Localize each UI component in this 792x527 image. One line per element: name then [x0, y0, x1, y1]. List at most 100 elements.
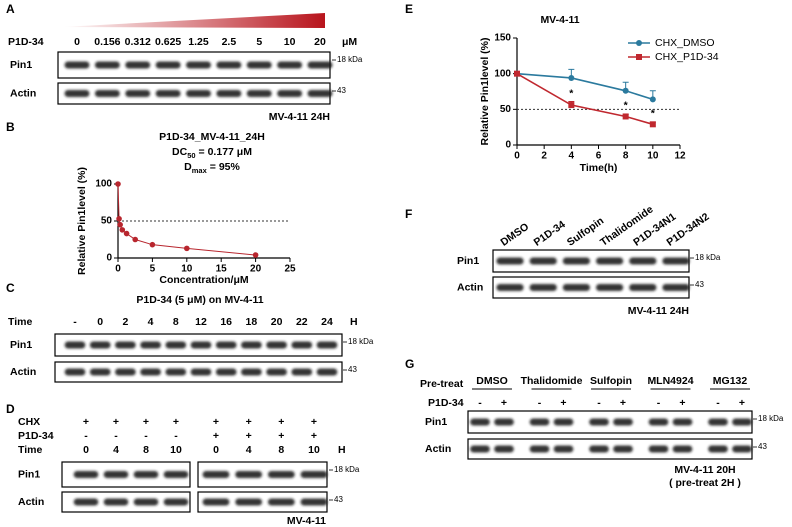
- chart-title: MV-4-11: [540, 14, 579, 26]
- x-tick-label: 20: [250, 264, 262, 275]
- band: [64, 368, 86, 376]
- data-point: [649, 96, 656, 103]
- panel-label: C: [6, 281, 15, 295]
- stat: Dmax = 95%: [184, 161, 240, 176]
- band: [202, 471, 230, 478]
- x-tick-label: 6: [596, 151, 602, 162]
- data-point: [568, 74, 575, 81]
- condition-value: +: [278, 416, 284, 428]
- fit-curve: [117, 183, 256, 256]
- caption: MV-4-11 24H: [269, 111, 330, 123]
- x-tick-label: 12: [674, 151, 686, 162]
- band: [125, 90, 151, 97]
- lane-label: 1.25: [188, 36, 209, 48]
- size-marker: 18 kDa: [337, 55, 363, 64]
- lane-label: DMSO: [498, 221, 531, 249]
- band: [266, 341, 287, 349]
- panel-label: G: [405, 357, 414, 371]
- row-label: Actin: [425, 443, 451, 455]
- x-tick-label: 15: [216, 264, 228, 275]
- band: [89, 341, 111, 349]
- band: [163, 471, 189, 478]
- condition-value: 4: [246, 444, 252, 456]
- data-point: [184, 245, 190, 252]
- data-point: [149, 241, 156, 248]
- band: [190, 368, 212, 376]
- band: [133, 471, 159, 478]
- band: [64, 90, 90, 97]
- treatment-label: P1D-34: [428, 397, 464, 409]
- band: [103, 471, 129, 478]
- blot-frame: [467, 410, 753, 434]
- data-point: [622, 113, 629, 120]
- band: [300, 498, 328, 506]
- lane-label: 12: [195, 316, 207, 328]
- band: [73, 498, 99, 506]
- row-label: Pin1: [425, 416, 447, 428]
- size-marker: 18 kDa: [348, 337, 374, 346]
- data-point: [568, 102, 575, 109]
- size-marker: 18 kDa: [758, 414, 784, 423]
- band: [216, 90, 242, 97]
- x-tick-label: 5: [150, 264, 156, 275]
- band: [241, 368, 262, 376]
- sign: +: [739, 397, 745, 409]
- condition-value: +: [246, 430, 252, 442]
- band: [241, 341, 262, 349]
- significance-mark: *: [624, 99, 629, 111]
- panel-label: D: [6, 402, 15, 416]
- condition-label: CHX: [18, 416, 40, 428]
- condition-value: +: [278, 430, 284, 442]
- band: [165, 368, 187, 376]
- band: [595, 284, 624, 291]
- x-axis-label: Concentration/μM: [159, 274, 249, 286]
- caption: MV-4-11 24H: [628, 305, 689, 317]
- band: [648, 445, 669, 453]
- band: [94, 90, 120, 97]
- band: [215, 341, 237, 349]
- x-tick-label: 10: [647, 151, 659, 162]
- data-point: [115, 181, 121, 187]
- y-tick-label: 0: [505, 140, 511, 151]
- sign: +: [560, 397, 566, 409]
- band: [267, 498, 295, 506]
- sign: +: [679, 397, 685, 409]
- band: [190, 341, 212, 349]
- band: [235, 471, 263, 478]
- data-point: [514, 70, 520, 77]
- band: [202, 498, 230, 506]
- band: [496, 257, 524, 265]
- condition-value: -: [174, 430, 178, 442]
- band: [300, 471, 328, 478]
- lane-label: 16: [220, 316, 232, 328]
- band: [125, 61, 151, 69]
- x-tick-label: 2: [541, 151, 547, 162]
- row-label: Actin: [457, 281, 483, 293]
- size-marker: 18 kDa: [695, 253, 721, 262]
- condition-value: +: [311, 416, 317, 428]
- significance-mark: *: [651, 108, 656, 120]
- condition-value: 0: [83, 444, 89, 456]
- band: [316, 341, 338, 349]
- panel-label: F: [405, 207, 412, 221]
- band: [629, 257, 657, 265]
- lane-label: 2: [122, 316, 128, 328]
- significance-mark: *: [569, 87, 574, 99]
- condition-value: -: [84, 430, 88, 442]
- stat-name: D: [184, 161, 192, 173]
- stat-name: DC: [172, 146, 188, 158]
- band: [140, 368, 161, 376]
- row-label: Pin1: [10, 59, 32, 71]
- data-point: [252, 252, 259, 258]
- band: [708, 418, 728, 426]
- band: [496, 284, 524, 291]
- lane-label: 22: [296, 316, 308, 328]
- band: [216, 61, 242, 69]
- blot-frame: [467, 438, 753, 460]
- lane-label: 24: [321, 316, 333, 328]
- band: [613, 418, 633, 426]
- y-axis-label: Relative Pin1level (%): [479, 38, 491, 146]
- sign: -: [538, 397, 542, 409]
- band: [186, 90, 211, 97]
- panel-label: E: [405, 2, 413, 16]
